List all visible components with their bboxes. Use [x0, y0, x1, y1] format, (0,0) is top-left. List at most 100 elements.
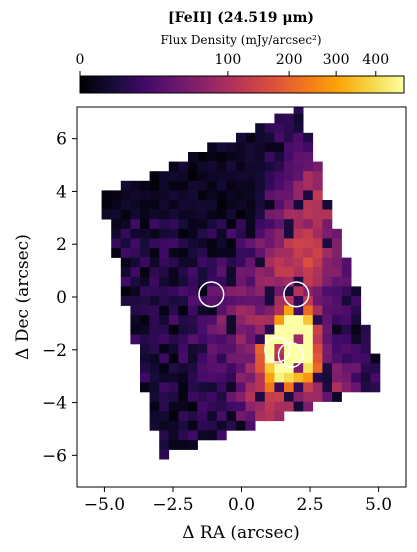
y-tick-label: 0 — [56, 288, 67, 308]
heatmap-cell — [178, 440, 189, 450]
heatmap-cell — [226, 353, 237, 364]
heatmap-cell — [332, 228, 342, 239]
heatmap-cell — [274, 382, 285, 393]
heatmap-cell — [159, 267, 170, 278]
heatmap-cell — [351, 382, 362, 393]
heatmap-cell — [188, 152, 198, 162]
heatmap-cell — [293, 171, 304, 182]
heatmap-cell — [264, 353, 275, 364]
heatmap-cell — [303, 353, 314, 364]
heatmap-cell — [255, 276, 266, 287]
heatmap-cell — [236, 152, 246, 162]
heatmap-cell — [360, 324, 371, 335]
heatmap-cell — [332, 257, 342, 268]
heatmap-cell — [351, 315, 362, 326]
heatmap-cell — [236, 286, 246, 297]
heatmap-cell — [360, 363, 371, 374]
heatmap-cell — [236, 228, 246, 239]
heatmap-cell — [351, 286, 362, 297]
y-axis-ticks: 6 4 2 0 −2 −4 −6 — [42, 130, 77, 466]
heatmap-cell — [188, 305, 198, 316]
heatmap-cell — [236, 353, 246, 364]
heatmap-cell — [197, 161, 208, 172]
heatmap-cell — [274, 248, 285, 258]
heatmap-cell — [322, 353, 333, 364]
heatmap-cell — [197, 200, 208, 210]
heatmap-cell — [130, 238, 141, 249]
heatmap-cell — [216, 353, 227, 364]
heatmap-cell — [284, 334, 294, 345]
heatmap-cell — [360, 344, 371, 354]
heatmap-cell — [370, 363, 381, 374]
heatmap-cell — [178, 209, 189, 220]
heatmap-cell — [226, 161, 237, 172]
heatmap-cell — [140, 296, 150, 306]
heatmap-cell — [149, 219, 160, 230]
heatmap-cell — [274, 123, 285, 134]
heatmap-cell — [236, 267, 246, 278]
heatmap-cell — [178, 296, 189, 306]
heatmap-cell — [293, 344, 304, 354]
heatmap-cell — [274, 267, 285, 278]
heatmap-cell — [216, 344, 227, 354]
heatmap-cell — [293, 305, 304, 316]
heatmap-cell — [149, 315, 160, 326]
heatmap-cell — [216, 324, 227, 335]
heatmap-cell — [149, 286, 160, 297]
heatmap-cell — [159, 363, 170, 374]
heatmap-cell — [120, 286, 131, 297]
heatmap-cell — [312, 324, 323, 335]
heatmap-cell — [140, 267, 150, 278]
colorbar — [79, 75, 405, 94]
heatmap-cell — [293, 248, 304, 258]
heatmap-cell — [332, 286, 342, 297]
heatmap-cell — [216, 382, 227, 393]
y-tick-label: −2 — [42, 341, 67, 361]
heatmap-cell — [312, 209, 323, 220]
x-tick-label: 2.5 — [297, 495, 324, 515]
heatmap-cell — [130, 334, 141, 345]
heatmap-cell — [140, 257, 150, 268]
heatmap-cell — [188, 372, 198, 383]
heatmap-cell — [207, 286, 218, 297]
heatmap-cell — [216, 267, 227, 278]
heatmap-cell — [312, 267, 323, 278]
heatmap-cell — [245, 382, 256, 393]
heatmap-cell — [216, 334, 227, 345]
heatmap-cell — [207, 324, 218, 335]
heatmap-cell — [111, 238, 122, 249]
heatmap-cell — [197, 372, 208, 383]
heatmap-cell — [216, 238, 227, 249]
aperture-circles — [198, 281, 310, 369]
heatmap-cell — [168, 161, 179, 172]
heatmap-cell — [351, 324, 362, 335]
heatmap-cell — [207, 334, 218, 345]
heatmap-cell — [149, 200, 160, 210]
heatmap-cell — [149, 190, 160, 201]
heatmap-cell — [120, 209, 131, 220]
heatmap-cell — [341, 296, 352, 306]
heatmap-cell — [303, 363, 314, 374]
x-axis-ticks: −5.0 −2.5 0.0 2.5 5.0 — [84, 487, 392, 515]
heatmap-cell — [130, 286, 141, 297]
heatmap-cell — [264, 219, 275, 230]
y-axis-label: Δ Dec (arcsec) — [13, 234, 33, 360]
heatmap-cell — [284, 171, 294, 182]
heatmap-cell — [284, 267, 294, 278]
heatmap-cell — [140, 286, 150, 297]
heatmap-cell — [255, 161, 266, 172]
heatmap-cell — [264, 267, 275, 278]
heatmap-cell — [264, 286, 275, 297]
heatmap-cell — [312, 382, 323, 393]
heatmap-cell — [264, 411, 275, 422]
heatmap-cell — [168, 324, 179, 335]
heatmap-cell — [245, 238, 256, 249]
heatmap-cell — [264, 228, 275, 239]
heatmap-cell — [245, 209, 256, 220]
heatmap-cell — [332, 305, 342, 316]
heatmap-cell — [188, 171, 198, 182]
heatmap-cell — [207, 228, 218, 239]
heatmap-cell — [255, 200, 266, 210]
heatmap-cell — [226, 219, 237, 230]
heatmap-cell — [284, 324, 294, 335]
